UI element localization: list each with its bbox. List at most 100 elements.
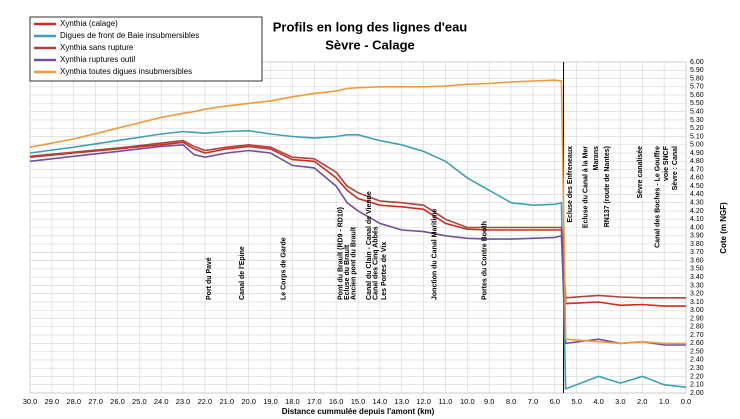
annotation: Ancien pont du Brault [350, 226, 357, 300]
y-tick-label: 3.20 [690, 291, 704, 298]
y-tick-label: 4.10 [690, 216, 704, 223]
y-tick-label: 3.30 [690, 282, 704, 289]
x-tick-label: 10.0 [460, 397, 475, 406]
y-tick-label: 2.80 [690, 324, 704, 331]
x-tick-label: 20.0 [241, 397, 256, 406]
x-tick-label: 1.0 [659, 397, 669, 406]
y-tick-label: 4.60 [690, 175, 704, 182]
x-tick-label: 21.0 [219, 397, 234, 406]
annotation: Ecluse du Canal à la Mer [582, 146, 589, 228]
y-tick-label: 3.00 [690, 307, 704, 314]
series-line [29, 143, 686, 346]
annotation: Canal du Clain - Canal de Vienne [366, 191, 373, 300]
annotation: Ecluse des Enfreneaux [567, 146, 574, 223]
legend-label: Xynthia sans rupture [60, 43, 134, 52]
y-tick-label: 5.80 [690, 75, 704, 82]
series-line [29, 79, 686, 345]
chart-title: Profils en long des lignes d'eau [273, 19, 468, 34]
y-tick-label: 4.00 [690, 224, 704, 231]
x-tick-label: 17.0 [307, 397, 322, 406]
y-tick-label: 2.50 [690, 348, 704, 355]
y-tick-label: 5.50 [690, 100, 704, 107]
x-axis-label: Distance cummulée depuis l'amont (km) [282, 407, 435, 416]
legend-label: Digues de front de Baie insubmersibles [60, 31, 199, 40]
y-tick-label: 3.80 [690, 241, 704, 248]
x-tick-label: 22.0 [198, 397, 213, 406]
x-tick-label: 16.0 [329, 397, 344, 406]
annotation: Canal des Cinq Abbés [372, 226, 379, 300]
x-tick-label: 25.0 [132, 397, 147, 406]
annotation: voie SNCF [663, 145, 670, 181]
y-tick-label: 5.30 [690, 117, 704, 124]
y-tick-label: 3.70 [690, 249, 704, 256]
x-tick-label: 18.0 [285, 397, 300, 406]
annotation: Jonction du Canal Maritime [431, 208, 438, 300]
x-tick-label: 30.0 [23, 397, 38, 406]
x-tick-label: 12.0 [416, 397, 431, 406]
x-tick-label: 2.0 [637, 397, 647, 406]
annotation: Le Corps de Garde [280, 237, 287, 300]
y-tick-label: 3.50 [690, 266, 704, 273]
y-tick-label: 4.20 [690, 208, 704, 215]
legend-label: Xynthia (calage) [60, 19, 118, 28]
x-tick-label: 19.0 [263, 397, 278, 406]
legend: Xynthia (calage) Digues de front de Baie … [29, 16, 263, 82]
y-tick-label: 3.60 [690, 257, 704, 264]
x-tick-label: 3.0 [615, 397, 625, 406]
x-tick-label: 5.0 [571, 397, 581, 406]
x-tick-label: 26.0 [110, 397, 125, 406]
annotation: Canal des Boches - Le Gouffre [654, 146, 661, 248]
y-tick-label: 2.00 [690, 390, 704, 397]
annotation: Pont du Brault (RD9 - RD10) [337, 207, 344, 300]
y-tick-label: 3.40 [690, 274, 704, 281]
x-tick-label: 8.0 [506, 397, 516, 406]
x-tick-label: 27.0 [88, 397, 103, 406]
y-tick-label: 5.00 [690, 142, 704, 149]
annotation: Les Portes de Vix [381, 242, 388, 300]
y-tick-label: 2.90 [690, 315, 704, 322]
y-tick-label: 5.60 [690, 92, 704, 99]
annotation: Ecluse du Brault [344, 244, 351, 300]
x-tick-label: 4.0 [593, 397, 603, 406]
annotation: Sèvre : Canal [672, 146, 679, 190]
x-tick-label: 0.0 [681, 397, 691, 406]
y-tick-label: 3.90 [690, 233, 704, 240]
x-tick-label: 7.0 [528, 397, 538, 406]
x-tick-label: 6.0 [550, 397, 560, 406]
y-tick-label: 4.40 [690, 191, 704, 198]
x-tick-label: 29.0 [45, 397, 60, 406]
x-tick-label: 28.0 [66, 397, 81, 406]
annotation: RN137 (route de Nantes) [604, 146, 611, 227]
y-tick-label: 5.40 [690, 108, 704, 115]
y-tick-label: 2.20 [690, 373, 704, 380]
y-tick-label: 3.10 [690, 299, 704, 306]
legend-label: Xynthia ruptures outil [60, 55, 135, 64]
y-tick-label: 5.10 [690, 133, 704, 140]
annotation: Portes du Contre Booth [482, 221, 489, 300]
y-tick-label: 4.80 [690, 158, 704, 165]
x-tick-label: 9.0 [484, 397, 494, 406]
y-tick-label: 2.60 [690, 340, 704, 347]
y-tick-label: 4.50 [690, 183, 704, 190]
x-tick-label: 24.0 [154, 397, 169, 406]
y-tick-label: 5.70 [690, 84, 704, 91]
legend-label: Xynthia toutes digues insubmersibles [60, 67, 192, 76]
x-tick-label: 11.0 [438, 397, 452, 406]
y-tick-label: 2.40 [690, 357, 704, 364]
series-line [29, 129, 687, 391]
y-tick-label: 4.30 [690, 200, 704, 207]
y-tick-label: 4.90 [690, 150, 704, 157]
annotation: Canal de l'Epine [239, 246, 246, 300]
x-tick-label: 14.0 [373, 397, 388, 406]
legend-box [29, 16, 263, 82]
y-tick-label: 5.20 [690, 125, 704, 132]
y-tick-label: 6.00 [690, 59, 704, 66]
y-axis-label: Cote (m NGF) [719, 202, 728, 254]
annotation: Marans [593, 146, 600, 171]
annotation: Sèvre canalisée [637, 146, 644, 199]
y-tick-label: 2.10 [690, 382, 704, 389]
chart-subtitle: Sèvre - Calage [325, 37, 415, 52]
x-tick-label: 15.0 [351, 397, 366, 406]
x-tick-label: 23.0 [176, 397, 191, 406]
